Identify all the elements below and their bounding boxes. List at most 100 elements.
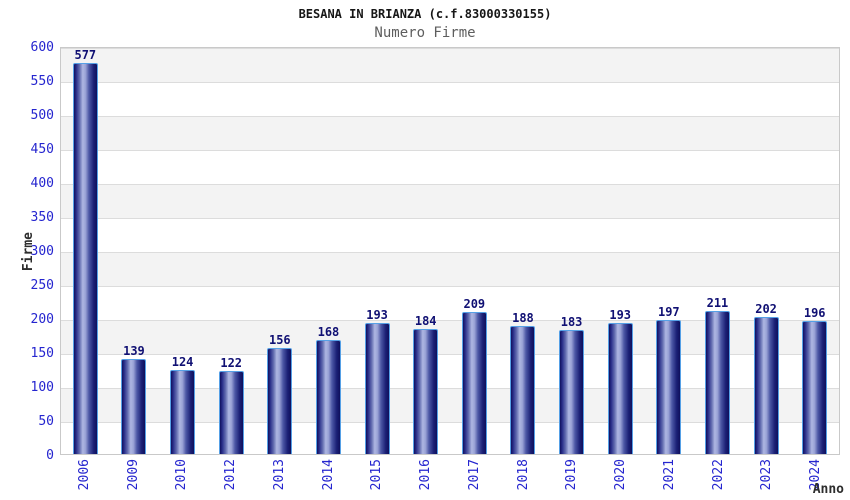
bar-2023 [753,316,779,454]
x-axis: 2006 2009 2010 2012 2013 2014 2015 2016 2017 2018… [60,459,840,499]
bar-value-label: 197 [657,305,680,320]
bar-value-label: 124 [171,354,194,369]
x-tick-slot: 2019 [548,459,597,499]
x-tick-label: 2017 [466,459,482,491]
x-tick-label: 2021 [661,459,677,491]
bar-value-label: 168 [317,324,340,339]
bar-2014 [315,339,341,454]
bar-slot-2009: 139 [110,48,159,454]
bar-2020 [607,322,633,454]
bar-slot-2021: 197 [645,48,694,454]
bar-2024 [802,320,828,454]
bar-value-label: 122 [220,356,243,371]
bar-value-label: 184 [414,313,437,328]
x-tick-slot: 2012 [206,459,255,499]
y-tick-label: 100 [30,379,54,395]
x-tick-label: 2009 [125,459,141,491]
bar-2006 [72,63,98,454]
x-tick-slot: 2015 [353,459,402,499]
x-tick-label: 2014 [320,459,336,491]
y-tick-label: 150 [30,345,54,361]
y-axis-title-label: Firme [21,232,36,272]
bar-2019 [559,329,585,454]
chart-subtitle: Numero Firme [374,25,476,41]
bar-slot-2020: 193 [596,48,645,454]
x-tick-slot: 2009 [109,459,158,499]
bar-2018 [510,326,536,454]
bar-value-label: 577 [74,48,97,62]
bar-slot-2016: 184 [401,48,450,454]
bar-slot-2017: 209 [450,48,499,454]
bars-container: 577 139 124 122 156 168 193 184 209 188 183 193 197 2… [61,48,839,454]
bar-slot-2015: 193 [353,48,402,454]
x-tick-slot: 2016 [401,459,450,499]
x-tick-label: 2015 [369,459,385,491]
y-tick-label: 250 [30,277,54,293]
bar-value-label: 183 [560,314,583,329]
x-tick-slot: 2017 [450,459,499,499]
bar-slot-2018: 188 [499,48,548,454]
x-tick-slot: 2014 [304,459,353,499]
bar-2010 [170,369,196,454]
x-tick-slot: 2022 [694,459,743,499]
bar-slot-2014: 168 [304,48,353,454]
bar-value-label: 193 [609,307,632,322]
x-tick-slot: 2021 [645,459,694,499]
y-tick-label: 0 [46,447,54,463]
y-tick-label: 500 [30,107,54,123]
bar-slot-2019: 183 [547,48,596,454]
bar-2021 [656,320,682,454]
bar-value-label: 193 [366,307,388,322]
bar-value-label: 202 [755,301,777,316]
x-tick-slot: 2006 [60,459,109,499]
y-tick-label: 350 [30,209,54,225]
x-tick-slot: 2020 [596,459,645,499]
x-tick-label: 2016 [418,459,434,491]
y-tick-label: 300 [30,243,54,259]
bar-2022 [704,310,730,454]
x-axis-title: Anno [812,482,844,497]
x-tick-slot: 2013 [255,459,304,499]
bar-2015 [364,322,390,454]
x-tick-slot: 2018 [499,459,548,499]
bar-slot-2022: 211 [693,48,742,454]
bar-value-label: 156 [268,332,291,347]
bar-slot-2006: 577 [61,48,110,454]
bar-2009 [121,359,147,454]
x-tick-label: 2006 [76,459,92,491]
x-tick-slot: 2010 [158,459,207,499]
bar-value-label: 209 [463,296,486,311]
bar-2012 [218,371,244,454]
y-tick-label: 600 [30,39,54,55]
y-tick-label: 550 [30,73,54,89]
y-tick-label: 450 [30,141,54,157]
y-tick-label: 400 [30,175,54,191]
bar-2016 [413,328,439,454]
y-axis: 0 50 100 150 200 250 300 350 400 450 500 550 600 [0,0,54,500]
bar-2017 [461,311,487,454]
x-tick-label: 2022 [710,459,726,491]
y-axis-title: Firme [21,232,36,275]
bar-value-label: 139 [123,344,145,359]
x-tick-slot: 2023 [743,459,792,499]
x-tick-label: 2020 [613,459,629,491]
x-tick-label: 2023 [759,459,775,491]
plot-area: 577 139 124 122 156 168 193 184 209 188 183 193 197 2… [60,47,840,455]
bar-value-label: 196 [803,305,826,320]
x-tick-label: 2018 [515,459,531,491]
bar-2013 [267,347,293,454]
bar-value-label: 211 [706,295,729,310]
x-tick-label: 2010 [174,459,190,491]
y-tick-label: 200 [30,311,54,327]
bar-slot-2024: 196 [790,48,839,454]
x-tick-label: 2013 [271,459,287,491]
bar-slot-2023: 202 [742,48,791,454]
bar-slot-2010: 124 [158,48,207,454]
x-tick-label: 2019 [564,459,580,491]
bar-slot-2012: 122 [207,48,256,454]
y-tick-label: 50 [38,413,54,429]
bar-value-label: 188 [512,311,534,326]
chart-title: BESANA IN BRIANZA (c.f.83000330155) [298,7,552,21]
x-tick-label: 2012 [223,459,239,491]
